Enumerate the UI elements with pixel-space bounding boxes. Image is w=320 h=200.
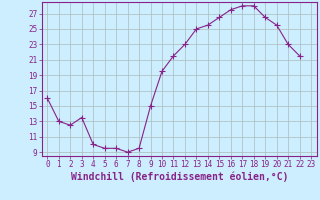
- X-axis label: Windchill (Refroidissement éolien,°C): Windchill (Refroidissement éolien,°C): [70, 172, 288, 182]
